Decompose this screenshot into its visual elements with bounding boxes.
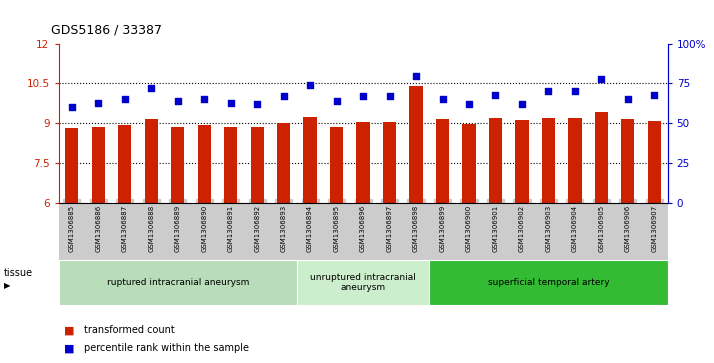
Point [569, 89, 580, 94]
Text: ▶: ▶ [4, 281, 10, 290]
Point [490, 92, 501, 98]
Bar [224, 127, 237, 203]
Text: tissue: tissue [4, 268, 33, 278]
Bar [489, 118, 502, 203]
Bar [330, 127, 343, 203]
Bar [436, 119, 449, 203]
Bar [621, 119, 635, 203]
Text: ■: ■ [64, 325, 75, 335]
Point [516, 101, 528, 107]
Point [437, 97, 448, 102]
Point [543, 89, 554, 94]
Point [622, 97, 633, 102]
Bar [568, 118, 581, 203]
Bar [542, 118, 555, 203]
Point [225, 100, 236, 106]
Point [648, 92, 660, 98]
Point [278, 93, 289, 99]
Point [119, 97, 131, 102]
Point [198, 97, 210, 102]
Point [384, 93, 396, 99]
Bar [91, 127, 105, 203]
Point [411, 73, 422, 78]
Bar [171, 127, 184, 203]
Bar [145, 119, 158, 203]
Bar [516, 120, 528, 203]
Point [358, 93, 369, 99]
Bar [595, 112, 608, 203]
Point [304, 82, 316, 88]
Bar [409, 86, 423, 203]
Text: transformed count: transformed count [84, 325, 175, 335]
Point [251, 101, 263, 107]
Bar [277, 123, 291, 203]
Text: percentile rank within the sample: percentile rank within the sample [84, 343, 249, 354]
Bar [198, 125, 211, 203]
Bar [383, 122, 396, 203]
Point [146, 85, 157, 91]
Bar [356, 122, 370, 203]
Point [66, 105, 78, 110]
Text: ruptured intracranial aneurysm: ruptured intracranial aneurysm [106, 278, 249, 287]
Point [463, 101, 475, 107]
Bar [118, 125, 131, 203]
Text: GDS5186 / 33387: GDS5186 / 33387 [51, 24, 162, 37]
Bar [648, 121, 661, 203]
Point [331, 98, 342, 104]
Bar [251, 127, 263, 203]
Bar [303, 117, 317, 203]
Bar [65, 128, 79, 203]
Point [172, 98, 183, 104]
Text: superficial temporal artery: superficial temporal artery [488, 278, 609, 287]
Point [595, 76, 607, 82]
Text: ■: ■ [64, 343, 75, 354]
Text: unruptured intracranial
aneurysm: unruptured intracranial aneurysm [310, 273, 416, 292]
Point [93, 100, 104, 106]
Bar [463, 124, 476, 203]
